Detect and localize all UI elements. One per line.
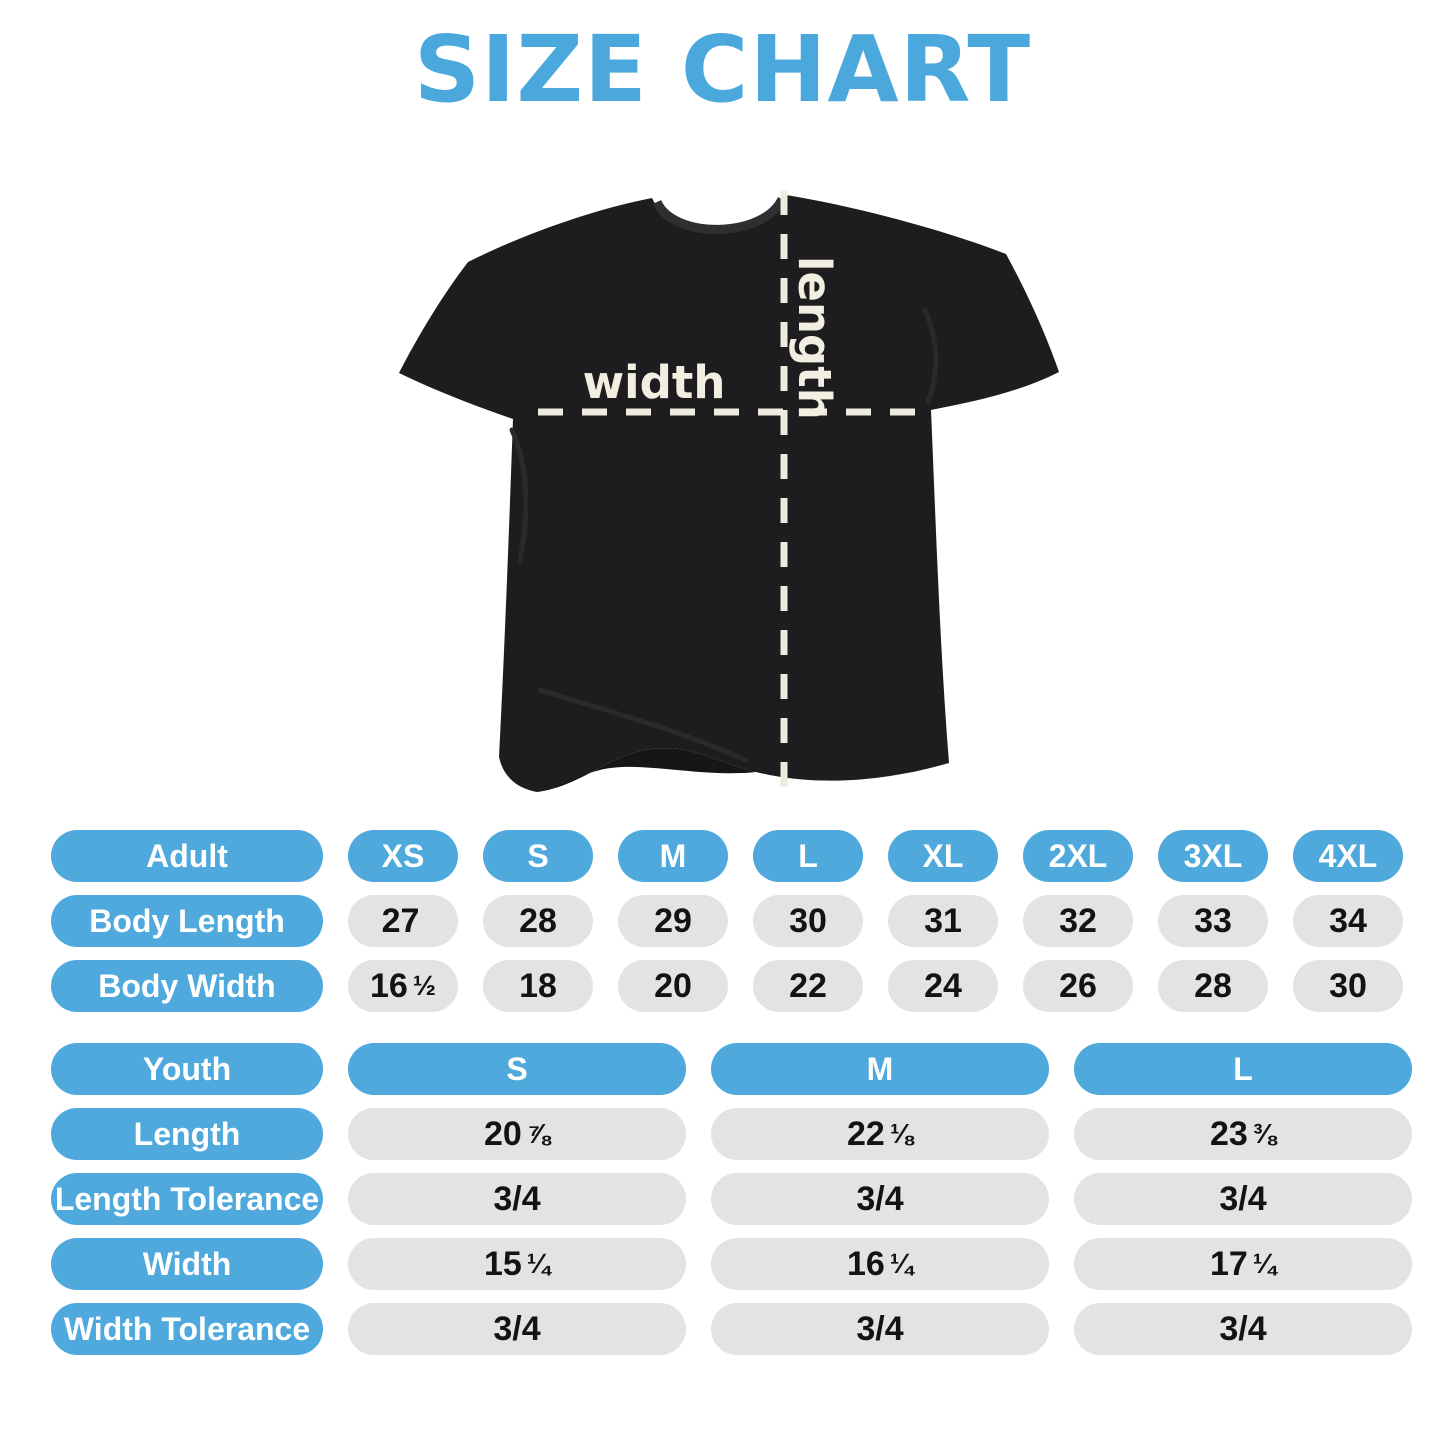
value-cell: 16 ¼ [711, 1238, 1049, 1290]
value-main: 3/4 [856, 1310, 904, 1348]
value-main: 16 [846, 1245, 885, 1283]
youth-header-pill: Youth [51, 1043, 323, 1095]
value-cell: 3/4 [1074, 1303, 1412, 1355]
row-label-width-tolerance: Width Tolerance [51, 1303, 323, 1355]
value-cell: 30 [1293, 960, 1403, 1012]
page-title: SIZE CHART [413, 16, 1032, 123]
value-cell: 20 [618, 960, 728, 1012]
value-cell: 31 [888, 895, 998, 947]
value-main: 28 [1194, 967, 1232, 1005]
value-main: 33 [1194, 902, 1232, 940]
value-cell: 18 [483, 960, 593, 1012]
value-main: 20 [654, 967, 692, 1005]
tshirt-silhouette [399, 195, 1059, 792]
value-main: 23 [1209, 1115, 1248, 1153]
value-main: 26 [1059, 967, 1097, 1005]
value-fraction: ⅛ [889, 1118, 914, 1150]
adult-size-pill-s: S [483, 830, 593, 882]
value-main: 27 [381, 902, 420, 940]
row-label-length: Length [51, 1108, 323, 1160]
value-cell: 22 ⅛ [711, 1108, 1049, 1160]
tshirt-diagram: width length [399, 190, 1059, 792]
value-fraction: ½ [412, 970, 437, 1002]
value-main: 18 [519, 967, 557, 1005]
adult-size-pill-2xl: 2XL [1023, 830, 1133, 882]
value-cell: 3/4 [711, 1303, 1049, 1355]
collar-seam [652, 196, 787, 234]
value-main: 32 [1059, 902, 1097, 940]
youth-size-pill-l: L [1074, 1043, 1412, 1095]
value-main: 22 [846, 1115, 885, 1153]
value-main: 28 [519, 902, 557, 940]
wrinkle [537, 687, 748, 763]
value-main: 3/4 [856, 1180, 904, 1218]
value-cell: 29 [618, 895, 728, 947]
value-main: 24 [924, 967, 962, 1005]
adult-header-pill: Adult [51, 830, 323, 882]
value-cell: 24 [888, 960, 998, 1012]
value-main: 17 [1209, 1245, 1248, 1283]
adult-size-pill-xl: XL [888, 830, 998, 882]
value-cell: 28 [1158, 960, 1268, 1012]
value-main: 15 [483, 1245, 522, 1283]
adult-size-pill-xs: XS [348, 830, 458, 882]
youth-size-table: Youth S M L Length 20 ⅞ 22 ⅛ 23 ⅜ Length To… [51, 1043, 1412, 1355]
value-cell: 20 ⅞ [348, 1108, 686, 1160]
width-label: width [583, 356, 726, 409]
value-main: 3/4 [1219, 1310, 1267, 1348]
hem-fold [537, 748, 756, 792]
adult-size-pill-l: L [753, 830, 863, 882]
value-cell: 3/4 [348, 1173, 686, 1225]
value-cell: 30 [753, 895, 863, 947]
value-cell: 3/4 [1074, 1173, 1412, 1225]
value-main: 29 [654, 902, 692, 940]
value-cell: 17 ¼ [1074, 1238, 1412, 1290]
youth-size-pill-m: M [711, 1043, 1049, 1095]
value-main: 22 [789, 967, 827, 1005]
value-cell: 3/4 [348, 1303, 686, 1355]
value-fraction: ⅜ [1252, 1118, 1277, 1150]
row-label-width: Width [51, 1238, 323, 1290]
length-label: length [788, 256, 841, 420]
value-cell: 26 [1023, 960, 1133, 1012]
value-cell: 3/4 [711, 1173, 1049, 1225]
wrinkle [509, 427, 529, 563]
value-main: 16 [369, 967, 408, 1005]
value-cell: 33 [1158, 895, 1268, 947]
adult-size-pill-3xl: 3XL [1158, 830, 1268, 882]
value-cell: 23 ⅜ [1074, 1108, 1412, 1160]
row-label-body-length: Body Length [51, 895, 323, 947]
adult-size-table: Adult XS S M L XL 2XL 3XL 4XL Body Lengt… [51, 830, 1403, 1012]
value-cell: 15 ¼ [348, 1238, 686, 1290]
value-cell: 16 ½ [348, 960, 458, 1012]
value-fraction: ¼ [1252, 1248, 1277, 1280]
value-main: 3/4 [1219, 1180, 1267, 1218]
value-cell: 22 [753, 960, 863, 1012]
value-main: 20 [483, 1115, 522, 1153]
value-cell: 32 [1023, 895, 1133, 947]
value-fraction: ¼ [889, 1248, 914, 1280]
value-fraction: ⅞ [526, 1118, 551, 1150]
row-label-length-tolerance: Length Tolerance [51, 1173, 323, 1225]
adult-size-pill-4xl: 4XL [1293, 830, 1403, 882]
value-fraction: ¼ [526, 1248, 551, 1280]
value-main: 34 [1329, 902, 1367, 940]
wrinkle [922, 307, 939, 405]
adult-size-pill-m: M [618, 830, 728, 882]
row-label-body-width: Body Width [51, 960, 323, 1012]
youth-size-pill-s: S [348, 1043, 686, 1095]
value-cell: 34 [1293, 895, 1403, 947]
value-main: 30 [789, 902, 827, 940]
value-main: 3/4 [493, 1180, 541, 1218]
value-main: 3/4 [493, 1310, 541, 1348]
value-main: 30 [1329, 967, 1367, 1005]
value-cell: 27 [348, 895, 458, 947]
value-cell: 28 [483, 895, 593, 947]
value-main: 31 [924, 902, 962, 940]
